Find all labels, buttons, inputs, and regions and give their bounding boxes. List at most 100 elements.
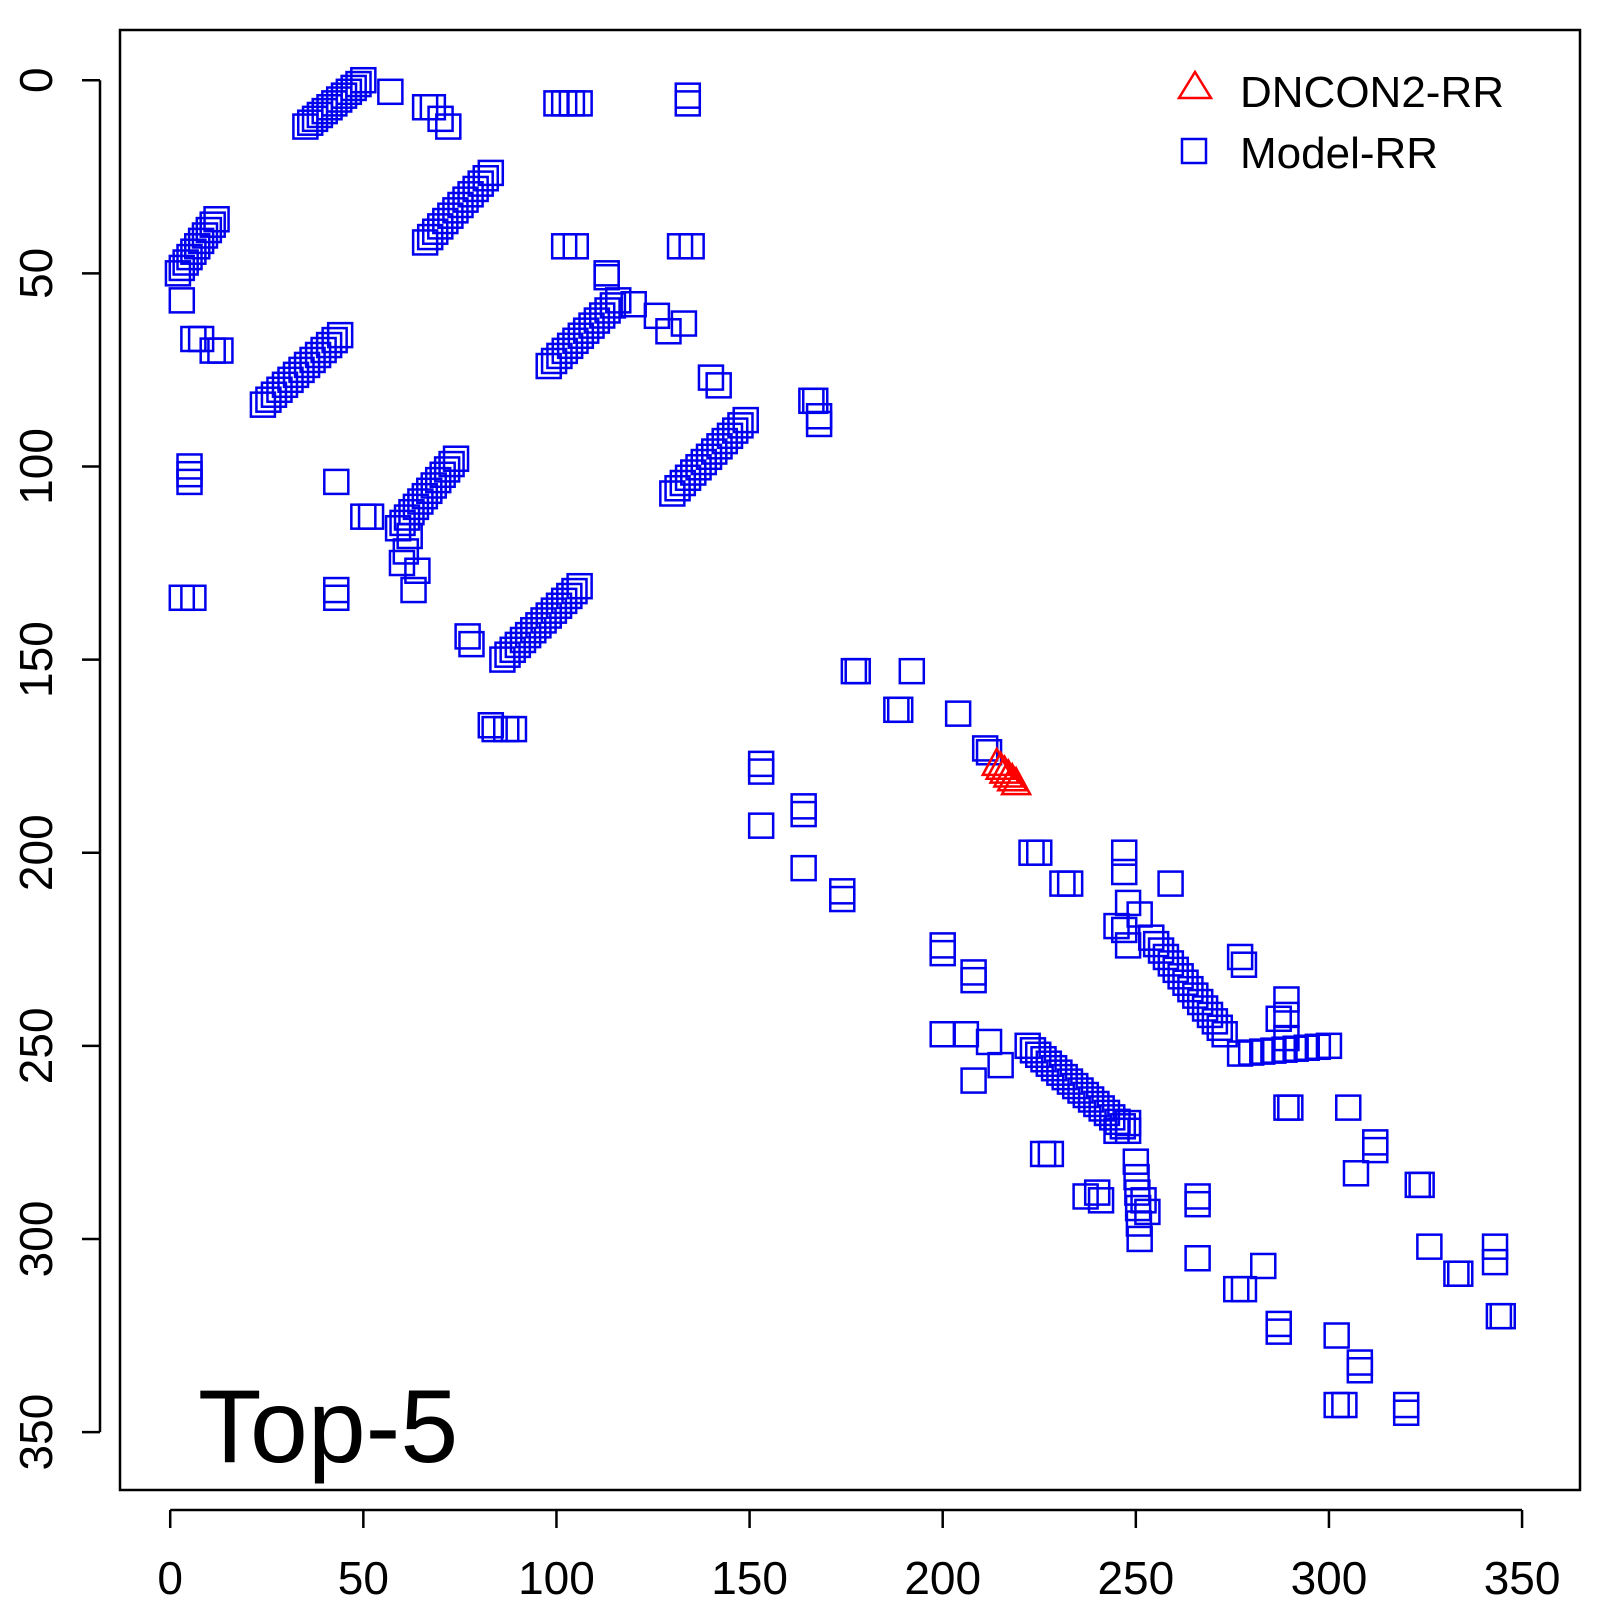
model-rr-point xyxy=(520,616,547,644)
model-rr-point xyxy=(790,800,817,828)
model-rr-point xyxy=(1122,1148,1150,1175)
model-rr-point xyxy=(416,223,444,251)
legend-label-dncon2: DNCON2-RR xyxy=(1240,68,1504,117)
model-rr-point xyxy=(1323,1322,1350,1349)
model-rr-point xyxy=(1230,1275,1258,1303)
model-rr-point xyxy=(494,641,521,668)
model-rr-point xyxy=(929,1020,956,1048)
x-tick-label: 50 xyxy=(338,1552,389,1600)
model-rr-point xyxy=(1346,1357,1374,1384)
model-rr-point xyxy=(1061,1072,1089,1100)
model-rr-point xyxy=(540,347,568,375)
model-rr-point xyxy=(433,456,461,483)
model-rr-point xyxy=(674,82,702,109)
legend-square-marker xyxy=(1180,137,1208,165)
model-rr-point xyxy=(1026,839,1053,866)
model-rr-point xyxy=(427,105,454,133)
dncon2-rr-point xyxy=(996,761,1029,792)
model-rr-point xyxy=(566,572,593,600)
model-rr-point xyxy=(176,468,203,496)
model-rr-point xyxy=(566,90,593,117)
model-rr-point xyxy=(1342,1160,1370,1187)
model-rr-point xyxy=(1056,1068,1084,1095)
model-rr-point xyxy=(393,504,421,531)
model-rr-point xyxy=(558,90,586,117)
model-rr-point xyxy=(1265,1318,1292,1345)
model-rr-point xyxy=(416,477,443,505)
model-rr-point xyxy=(1392,1391,1420,1419)
model-rr-point xyxy=(535,352,562,380)
model-rr-point xyxy=(540,597,568,624)
model-rr-point xyxy=(432,207,459,235)
model-rr-point xyxy=(1014,1032,1041,1060)
x-tick-label: 150 xyxy=(711,1552,788,1600)
model-rr-point xyxy=(562,233,590,260)
model-rr-point xyxy=(1114,932,1142,959)
model-rr-point xyxy=(1157,870,1184,897)
y-tick-label: 250 xyxy=(10,1007,62,1084)
model-rr-point xyxy=(578,312,605,339)
model-rr-point xyxy=(594,297,621,324)
model-rr-point xyxy=(411,229,439,256)
model-rr-points xyxy=(164,66,1517,1427)
model-rr-point xyxy=(1087,1187,1115,1214)
y-tick-label: 350 xyxy=(10,1394,62,1471)
model-rr-point xyxy=(572,317,600,344)
model-rr-point xyxy=(535,602,562,629)
model-rr-point xyxy=(462,175,489,203)
model-rr-point xyxy=(377,78,404,106)
model-rr-point xyxy=(525,612,552,639)
model-rr-point xyxy=(1024,1041,1052,1069)
model-rr-point xyxy=(929,932,956,959)
model-rr-point xyxy=(1392,1399,1420,1427)
model-rr-point xyxy=(670,310,698,337)
model-rr-point xyxy=(701,438,728,465)
model-rr-point xyxy=(1211,1020,1238,1048)
model-rr-point xyxy=(1083,1090,1110,1118)
model-rr-point xyxy=(1447,1260,1474,1287)
model-rr-point xyxy=(489,646,516,673)
x-tick-label: 250 xyxy=(1097,1552,1174,1600)
dncon2-rr-point xyxy=(984,750,1017,780)
model-rr-point xyxy=(664,475,691,502)
model-rr-point xyxy=(1184,1183,1211,1210)
model-rr-point xyxy=(1114,1109,1142,1137)
model-rr-point xyxy=(509,626,537,654)
y-axis: 0 50 100 150 200 250 300 350 xyxy=(10,67,102,1471)
model-rr-point xyxy=(429,461,456,489)
model-rr-point xyxy=(790,854,817,882)
model-rr-point xyxy=(1265,1005,1292,1033)
model-rr-point xyxy=(1083,1179,1111,1206)
model-rr-point xyxy=(421,218,449,245)
model-rr-point xyxy=(669,469,697,497)
model-rr-point xyxy=(583,307,611,334)
model-rr-point xyxy=(203,206,230,233)
model-rr-point xyxy=(944,700,972,727)
model-rr-point xyxy=(176,460,203,488)
model-rr-point xyxy=(323,576,350,604)
model-rr-point xyxy=(987,1051,1014,1079)
model-rr-point xyxy=(472,165,499,192)
model-rr-point xyxy=(556,582,583,610)
model-rr-point xyxy=(960,966,987,994)
model-rr-point xyxy=(350,66,377,94)
model-rr-point xyxy=(551,337,579,365)
model-rr-point xyxy=(659,480,686,507)
model-rr-point xyxy=(323,584,350,612)
model-rr-point xyxy=(1362,1136,1389,1164)
model-rr-point xyxy=(697,364,725,391)
model-rr-point xyxy=(1323,1391,1350,1419)
model-rr-point xyxy=(514,621,542,649)
model-rr-point xyxy=(321,326,348,354)
model-rr-point xyxy=(674,90,702,117)
model-rr-point xyxy=(747,750,775,778)
model-rr-point xyxy=(340,74,367,102)
model-rr-point xyxy=(437,202,464,229)
model-rr-point xyxy=(1126,901,1153,928)
model-rr-point xyxy=(705,372,732,399)
model-rr-point xyxy=(545,592,573,620)
model-rr-point xyxy=(420,472,447,499)
model-rr-point xyxy=(706,433,733,460)
model-rr-point xyxy=(1110,858,1138,886)
model-rr-point xyxy=(1124,1179,1151,1206)
